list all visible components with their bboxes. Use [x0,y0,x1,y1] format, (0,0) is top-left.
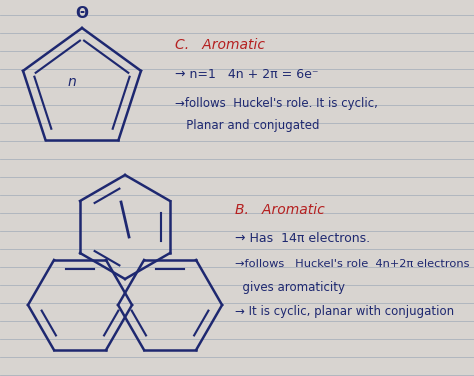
Text: → It is cyclic, planar with conjugation: → It is cyclic, planar with conjugation [235,305,454,318]
Text: B.   Aromatic: B. Aromatic [235,203,325,217]
Text: →follows   Huckel's role  4n+2π electrons: →follows Huckel's role 4n+2π electrons [235,259,470,269]
Text: Planar and conjugated: Planar and conjugated [175,118,319,132]
Text: gives aromaticity: gives aromaticity [235,282,345,294]
Text: C.   Aromatic: C. Aromatic [175,38,265,52]
Text: n: n [68,75,76,89]
Text: → n=1   4n + 2π = 6e⁻: → n=1 4n + 2π = 6e⁻ [175,68,319,82]
Text: →follows  Huckel's role. It is cyclic,: →follows Huckel's role. It is cyclic, [175,97,378,109]
Text: → Has  14π electrons.: → Has 14π electrons. [235,232,370,244]
Text: Θ: Θ [75,6,89,21]
